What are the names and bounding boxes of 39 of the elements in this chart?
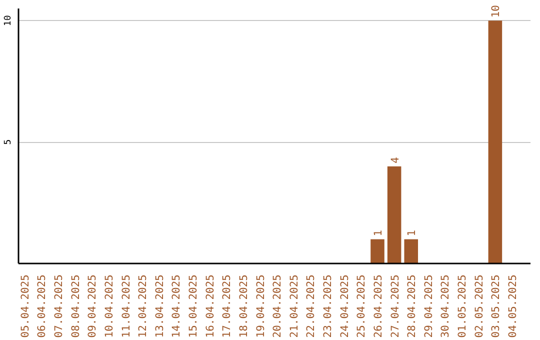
x-tick-label: 14.04.2025 bbox=[170, 274, 183, 338]
x-tick-label: 10.04.2025 bbox=[103, 274, 116, 338]
x-tick-label: 07.04.2025 bbox=[53, 274, 66, 338]
bar bbox=[488, 20, 502, 264]
data-label: 4 bbox=[389, 157, 402, 164]
x-tick-label: 09.04.2025 bbox=[86, 274, 99, 338]
x-tick-label: 02.05.2025 bbox=[473, 274, 486, 338]
x-tick-label: 03.05.2025 bbox=[490, 274, 502, 338]
x-tick-label: 16.04.2025 bbox=[204, 274, 216, 338]
bar bbox=[404, 239, 418, 264]
x-tick-label: 18.04.2025 bbox=[238, 274, 250, 338]
x-tick-label: 24.04.2025 bbox=[338, 274, 351, 338]
x-tick-label: 23.04.2025 bbox=[322, 274, 334, 338]
x-tick-label: 06.04.2025 bbox=[36, 274, 48, 338]
bar bbox=[387, 166, 402, 264]
x-tick-label: 20.04.2025 bbox=[272, 274, 284, 338]
x-tick-label: 15.04.2025 bbox=[188, 274, 200, 338]
x-tick-label: 13.04.2025 bbox=[154, 274, 166, 338]
x-tick-label: 29.04.2025 bbox=[422, 274, 435, 338]
x-tick-label: 08.04.2025 bbox=[70, 274, 82, 338]
x-tick-label: 01.05.2025 bbox=[456, 274, 469, 338]
bar bbox=[370, 239, 384, 264]
x-tick-label: 04.05.2025 bbox=[507, 274, 520, 338]
data-label: 1 bbox=[372, 230, 384, 236]
x-tick-label: 21.04.2025 bbox=[288, 274, 300, 338]
x-tick-label: 17.04.2025 bbox=[221, 274, 234, 338]
x-tick-label: 19.04.2025 bbox=[254, 274, 267, 338]
x-tick-label: 12.04.2025 bbox=[137, 274, 150, 338]
x-tick-label: 26.04.2025 bbox=[372, 274, 384, 338]
x-tick-label: 30.04.2025 bbox=[440, 274, 452, 338]
x-tick-label: 11.04.2025 bbox=[120, 274, 132, 338]
x-tick-label: 25.04.2025 bbox=[356, 274, 368, 338]
x-tick-label: 28.04.2025 bbox=[406, 274, 418, 338]
x-tick-label: 05.04.2025 bbox=[19, 274, 32, 338]
data-label: 1 bbox=[406, 230, 418, 236]
y-tick-label: 5 bbox=[4, 139, 14, 145]
data-label: 10 bbox=[490, 4, 502, 18]
x-tick-label: 22.04.2025 bbox=[305, 274, 318, 338]
x-tick-label: 27.04.2025 bbox=[389, 274, 402, 338]
